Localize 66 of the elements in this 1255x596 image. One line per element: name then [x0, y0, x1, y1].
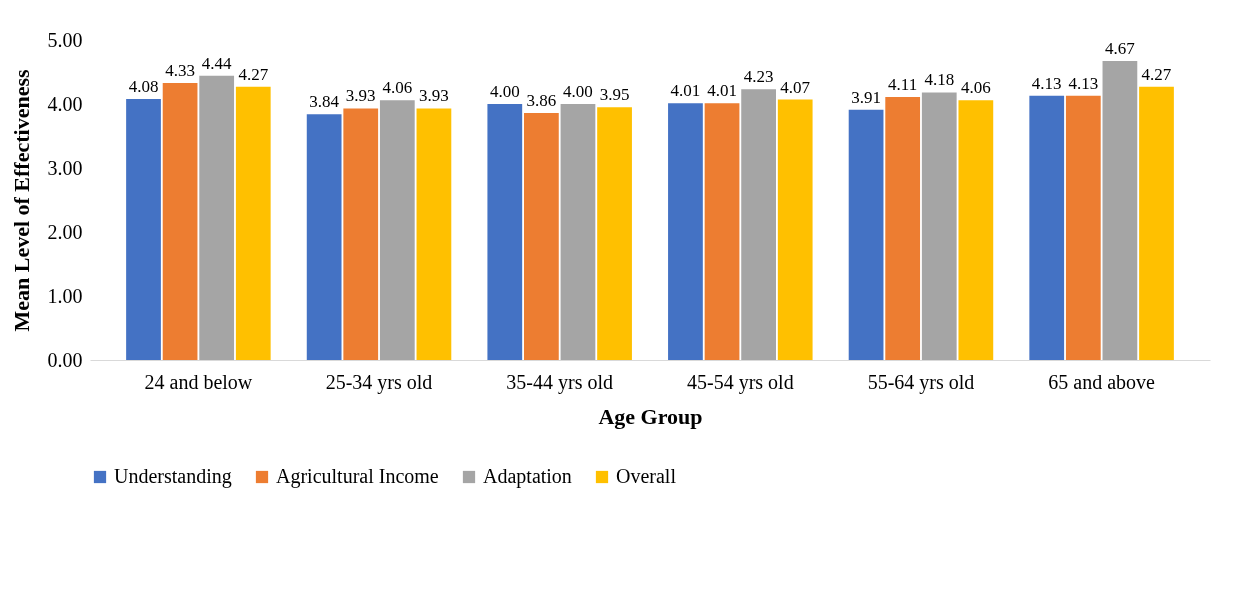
data-label: 4.06 [960, 78, 991, 98]
data-label: 4.06 [382, 78, 413, 98]
bar [668, 103, 703, 360]
data-label: 4.23 [743, 67, 774, 87]
y-tick-label: 2.00 [47, 220, 83, 243]
bar [524, 112, 559, 360]
bar [343, 108, 379, 360]
x-axis-title: Age Group [598, 403, 703, 429]
bar [704, 103, 740, 360]
bar [162, 82, 198, 360]
bar [848, 109, 884, 360]
bar [777, 99, 813, 360]
data-label: 3.86 [526, 90, 557, 110]
data-label: 4.13 [1031, 73, 1062, 93]
bar [885, 96, 921, 360]
bar [199, 75, 235, 360]
data-label: 4.01 [670, 81, 701, 101]
data-label: 3.93 [345, 86, 376, 106]
data-label: 4.13 [1068, 73, 1099, 93]
x-tick-label: 24 and below [144, 370, 253, 393]
bar [560, 104, 596, 360]
data-label: 4.67 [1105, 39, 1136, 59]
bar [1102, 61, 1138, 360]
data-label: 3.95 [599, 85, 630, 105]
x-tick-label: 55-64 yrs old [867, 370, 975, 394]
data-label: 4.00 [489, 82, 520, 101]
legend-label: Overall [616, 465, 677, 487]
bar [379, 100, 415, 360]
data-label: 4.27 [238, 64, 269, 84]
y-tick-label: 5.00 [47, 28, 83, 51]
data-label: 4.08 [128, 76, 159, 96]
bar [126, 98, 161, 360]
data-label: 4.01 [707, 81, 737, 101]
data-label: 4.00 [563, 82, 593, 101]
bar [1065, 95, 1101, 360]
data-label: 3.93 [419, 86, 449, 106]
bar [1029, 95, 1065, 360]
data-label: 4.07 [780, 77, 811, 97]
bar [487, 104, 523, 360]
y-tick-label: 1.00 [47, 284, 83, 307]
bar [921, 92, 957, 360]
legend-label: Adaptation [483, 465, 572, 488]
legend-label: Understanding [114, 465, 232, 488]
data-label: 3.91 [851, 87, 881, 107]
bar [958, 100, 994, 360]
x-tick-label: 25-34 yrs old [325, 370, 433, 394]
data-label: 4.44 [201, 53, 233, 73]
legend-label: Agricultural Income [276, 465, 439, 488]
x-tick-label: 65 and above [1048, 370, 1156, 393]
x-tick-label: 45-54 yrs old [686, 370, 794, 394]
bar [597, 107, 632, 360]
bar [306, 114, 342, 360]
bar [741, 89, 776, 360]
y-axis-title: Mean Level of Effectiveness [8, 69, 34, 332]
y-tick-label: 3.00 [47, 156, 83, 179]
y-tick-label: 0.00 [47, 348, 83, 371]
bar [1139, 86, 1174, 360]
data-label: 4.33 [165, 60, 195, 80]
data-label: 4.27 [1141, 64, 1172, 84]
bar [416, 108, 452, 360]
x-tick-label: 35-44 yrs old [506, 370, 614, 394]
data-label: 4.11 [888, 74, 918, 94]
bar [235, 86, 271, 360]
data-label: 3.84 [309, 92, 340, 112]
data-label: 4.18 [924, 70, 955, 90]
y-tick-label: 4.00 [47, 92, 83, 115]
